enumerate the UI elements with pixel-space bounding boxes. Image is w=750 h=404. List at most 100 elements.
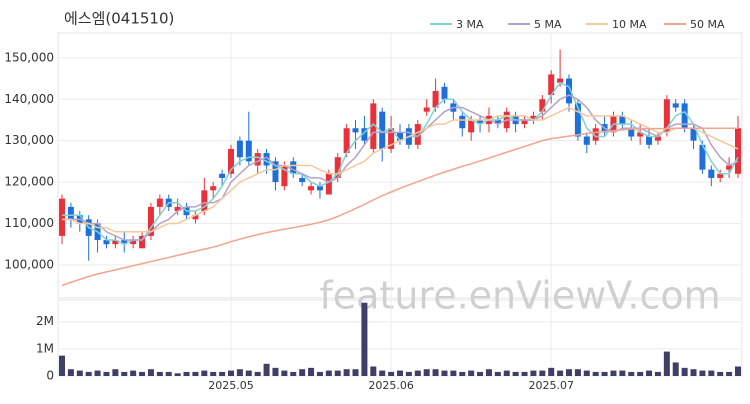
volume-bar bbox=[646, 370, 653, 376]
volume-bar bbox=[94, 370, 101, 376]
candle-body bbox=[245, 140, 252, 162]
volume-bar bbox=[281, 370, 288, 376]
candle-body bbox=[566, 78, 572, 104]
ma-line bbox=[61, 127, 738, 287]
volume-bar bbox=[85, 371, 92, 376]
candle-body bbox=[619, 115, 626, 125]
volume-bar bbox=[574, 369, 581, 376]
volume-bar bbox=[477, 371, 484, 376]
candle-body bbox=[272, 161, 279, 183]
volume-bar bbox=[388, 371, 395, 376]
candle-body bbox=[343, 128, 350, 154]
candle-body bbox=[192, 215, 199, 220]
volume-bar bbox=[228, 370, 234, 376]
candle-body bbox=[334, 157, 341, 178]
volume-bar bbox=[192, 371, 199, 376]
volume-bar bbox=[210, 371, 217, 376]
volume-bar bbox=[583, 370, 590, 376]
candle-body bbox=[361, 128, 368, 141]
candle-body bbox=[468, 119, 475, 133]
volume-bar bbox=[423, 369, 430, 376]
candle-body bbox=[103, 240, 110, 245]
y-tick-label: 150,000 bbox=[4, 50, 54, 64]
volume-bar bbox=[165, 371, 172, 376]
volume-bar bbox=[459, 371, 466, 376]
candle-body bbox=[281, 165, 288, 187]
volume-bar bbox=[76, 370, 83, 376]
volume-bar bbox=[717, 371, 724, 376]
volume-bar bbox=[735, 366, 741, 376]
candle-body bbox=[539, 99, 546, 112]
watermark: feature.enViewV.com bbox=[319, 274, 720, 318]
candle-body bbox=[325, 173, 332, 195]
volume-bar bbox=[566, 369, 572, 376]
volume-bar bbox=[681, 367, 688, 376]
volume-bar bbox=[156, 371, 163, 376]
candle-body bbox=[423, 107, 430, 112]
candle-body bbox=[459, 115, 466, 129]
volume-bar bbox=[503, 370, 510, 376]
candle-body bbox=[397, 132, 403, 141]
volume-bar bbox=[512, 371, 519, 376]
volume-bar bbox=[397, 370, 403, 376]
x-tick-label: 2025.06 bbox=[368, 379, 414, 392]
volume-bar bbox=[557, 370, 564, 376]
candle-body bbox=[708, 169, 715, 178]
candle-body bbox=[646, 136, 653, 145]
volume-bar bbox=[183, 371, 190, 376]
ma-line bbox=[62, 106, 739, 233]
candle-body bbox=[530, 115, 537, 120]
volume-bar bbox=[432, 369, 439, 376]
volume-bar bbox=[468, 370, 475, 376]
volume-bar bbox=[708, 370, 715, 376]
chart-title: 에스엠(041510) bbox=[64, 10, 174, 28]
volume-bar bbox=[263, 363, 270, 376]
candle-body bbox=[59, 198, 65, 236]
candle-body bbox=[236, 140, 243, 158]
volume-bar bbox=[654, 371, 661, 376]
candle-body bbox=[219, 173, 226, 178]
volume-bar bbox=[619, 370, 626, 376]
candle-body bbox=[654, 136, 661, 141]
candle-body bbox=[263, 153, 270, 166]
candle-body bbox=[388, 128, 395, 149]
candle-body bbox=[112, 240, 119, 245]
volume-bar bbox=[59, 355, 65, 376]
candle-body bbox=[557, 78, 564, 83]
volume-bar bbox=[67, 369, 74, 376]
candle-body bbox=[121, 240, 128, 245]
candle-body bbox=[228, 148, 234, 174]
candle-body bbox=[432, 90, 439, 108]
volume-bar bbox=[592, 371, 599, 376]
candle-body bbox=[574, 103, 581, 137]
volume-bar bbox=[343, 369, 350, 376]
candle-body bbox=[156, 198, 163, 207]
volume-bar bbox=[139, 371, 146, 376]
volume-bar bbox=[272, 367, 279, 376]
y-tick-label: 100,000 bbox=[4, 257, 54, 271]
y-tick-label: 0 bbox=[46, 369, 54, 383]
x-tick-label: 2025.05 bbox=[208, 379, 254, 392]
candle-body bbox=[521, 119, 528, 125]
volume-bar bbox=[699, 370, 706, 376]
volume-bar bbox=[637, 371, 644, 376]
volume-bar bbox=[308, 367, 315, 376]
candle-body bbox=[628, 128, 635, 137]
volume-bar bbox=[450, 370, 457, 376]
candle-body bbox=[717, 173, 724, 178]
volume-bar bbox=[174, 373, 181, 376]
candle-body bbox=[690, 128, 697, 141]
volume-bar bbox=[405, 371, 412, 376]
candle-body bbox=[174, 206, 181, 212]
volume-bar bbox=[316, 371, 323, 376]
candle-body bbox=[414, 124, 421, 145]
volume-bar bbox=[548, 367, 555, 376]
volume-bar bbox=[201, 370, 208, 376]
volume-bar bbox=[690, 369, 697, 376]
candle-body bbox=[308, 186, 315, 191]
candle-body bbox=[699, 144, 706, 170]
candle-body bbox=[316, 186, 323, 191]
candle-body bbox=[637, 132, 644, 137]
candle-body bbox=[254, 153, 261, 166]
